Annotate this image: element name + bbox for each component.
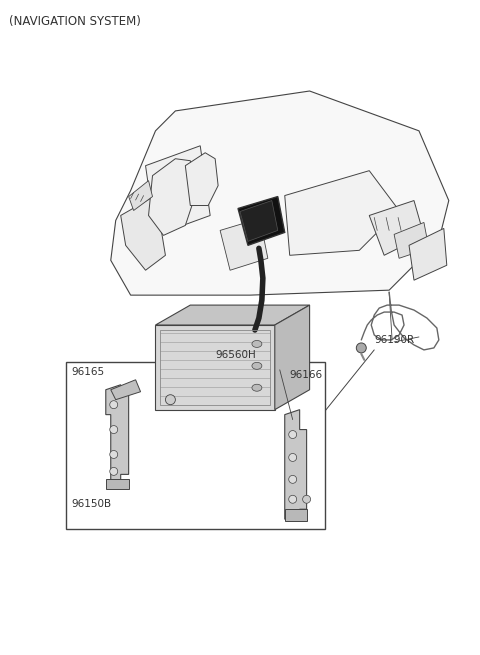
Polygon shape: [394, 223, 429, 258]
Ellipse shape: [252, 384, 262, 391]
Text: 96190R: 96190R: [374, 335, 414, 345]
Text: 96150B: 96150B: [71, 499, 111, 510]
Circle shape: [110, 451, 118, 458]
Circle shape: [288, 476, 297, 483]
Polygon shape: [285, 409, 307, 519]
Polygon shape: [129, 181, 153, 210]
Circle shape: [288, 495, 297, 503]
Polygon shape: [285, 171, 399, 255]
Text: 96166: 96166: [290, 370, 323, 380]
Polygon shape: [106, 479, 129, 489]
Polygon shape: [285, 509, 307, 521]
Polygon shape: [409, 229, 447, 280]
Polygon shape: [106, 384, 129, 484]
Polygon shape: [369, 200, 424, 255]
Text: (NAVIGATION SYSTEM): (NAVIGATION SYSTEM): [9, 15, 141, 28]
Polygon shape: [156, 305, 310, 325]
Circle shape: [356, 343, 366, 353]
Circle shape: [288, 430, 297, 439]
Polygon shape: [238, 196, 285, 246]
Polygon shape: [275, 305, 310, 409]
Ellipse shape: [252, 362, 262, 369]
Polygon shape: [120, 196, 166, 271]
Polygon shape: [156, 325, 275, 409]
Polygon shape: [145, 146, 210, 235]
Circle shape: [302, 495, 311, 503]
Text: 96560H: 96560H: [215, 350, 256, 360]
Polygon shape: [240, 200, 278, 241]
Polygon shape: [148, 159, 195, 235]
Polygon shape: [111, 380, 141, 400]
Text: 96165: 96165: [71, 367, 104, 377]
Circle shape: [288, 453, 297, 461]
Ellipse shape: [252, 341, 262, 347]
Circle shape: [166, 395, 175, 405]
Circle shape: [110, 468, 118, 476]
Polygon shape: [185, 153, 218, 206]
Circle shape: [110, 401, 118, 409]
Polygon shape: [111, 91, 449, 295]
Polygon shape: [220, 219, 268, 271]
Bar: [66, 362, 324, 529]
Circle shape: [110, 426, 118, 434]
